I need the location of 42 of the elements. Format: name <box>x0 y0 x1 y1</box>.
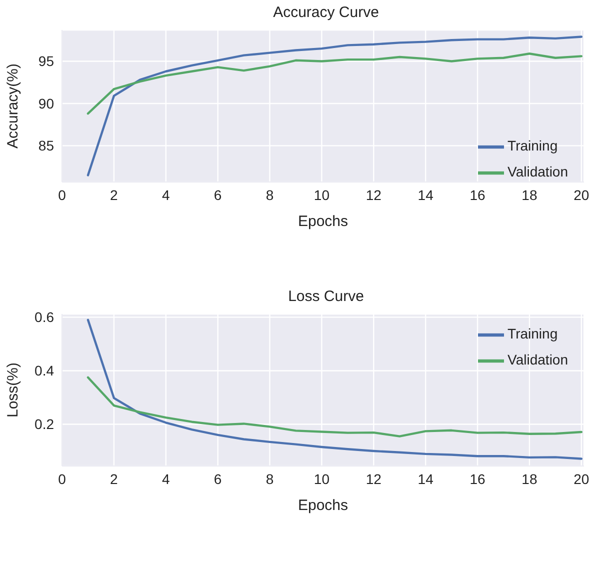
line-series <box>86 318 583 460</box>
legend-label: Validation <box>508 164 568 180</box>
y-tick-label: 0.4 <box>34 362 54 379</box>
x-tick-label: 10 <box>314 470 330 487</box>
x-tick-label: 12 <box>366 470 382 487</box>
y-tick-label: 0.2 <box>34 416 54 432</box>
legend-label: Validation <box>508 352 568 368</box>
legend-label: Training <box>508 326 558 342</box>
y-axis-title: Loss(%) <box>4 362 22 418</box>
x-tick-label: 4 <box>162 470 170 487</box>
x-tick-label: 8 <box>266 470 274 487</box>
x-tick-label: 6 <box>214 186 222 203</box>
line-series <box>86 376 583 438</box>
y-tick-label: 95 <box>38 53 54 70</box>
y-tick-label: 0.6 <box>34 309 54 326</box>
x-tick-label: 0 <box>58 470 66 487</box>
x-tick-label: 14 <box>418 186 434 203</box>
x-tick-label: 6 <box>214 470 222 487</box>
line-series <box>86 36 583 176</box>
y-tick-label: 85 <box>38 138 54 154</box>
y-axis-title: Accuracy(%) <box>4 63 22 149</box>
legend-label: Training <box>508 138 558 154</box>
x-tick-label: 18 <box>522 186 538 203</box>
y-tick-label: 90 <box>38 95 54 112</box>
line-series <box>86 52 583 115</box>
x-tick-label: 2 <box>110 186 118 203</box>
x-tick-label: 14 <box>418 470 434 487</box>
x-tick-label: 2 <box>110 470 118 487</box>
x-tick-label: 16 <box>470 470 486 487</box>
x-axis-title: Epochs <box>298 497 348 514</box>
x-tick-label: 18 <box>522 470 538 487</box>
x-tick-label: 0 <box>58 186 66 203</box>
x-tick-label: 16 <box>470 186 486 203</box>
chart-title: Loss Curve <box>287 287 365 307</box>
x-tick-label: 20 <box>574 186 590 203</box>
chart-title: Accuracy Curve <box>272 3 380 23</box>
x-tick-label: 4 <box>162 186 170 203</box>
x-tick-label: 12 <box>366 186 382 203</box>
x-tick-label: 8 <box>266 186 274 203</box>
x-axis-title: Epochs <box>298 213 348 230</box>
x-tick-label: 10 <box>314 186 330 203</box>
x-tick-label: 20 <box>574 470 590 487</box>
